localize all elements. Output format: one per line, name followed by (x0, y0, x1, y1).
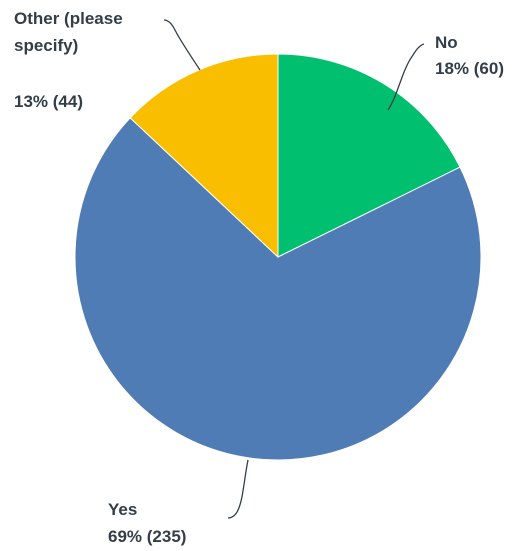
leader-line-yes (227, 459, 249, 519)
slice-label-no: No (435, 33, 458, 52)
pie-slice-other (129, 53, 279, 259)
pie-slice-no (277, 53, 461, 258)
slice-value-yes: 69% (235) (108, 527, 186, 546)
slice-value-other: 13% (44) (14, 92, 83, 111)
leader-line-other (163, 19, 201, 71)
leader-line-no (387, 43, 425, 111)
pie-slices (74, 53, 482, 461)
pie-slice-yes (74, 117, 482, 461)
slice-label-other-line1: Other (please (14, 9, 123, 28)
slice-label-yes: Yes (108, 500, 137, 519)
slice-label-other-line2: specify) (14, 36, 78, 55)
slice-value-no: 18% (60) (435, 59, 504, 78)
